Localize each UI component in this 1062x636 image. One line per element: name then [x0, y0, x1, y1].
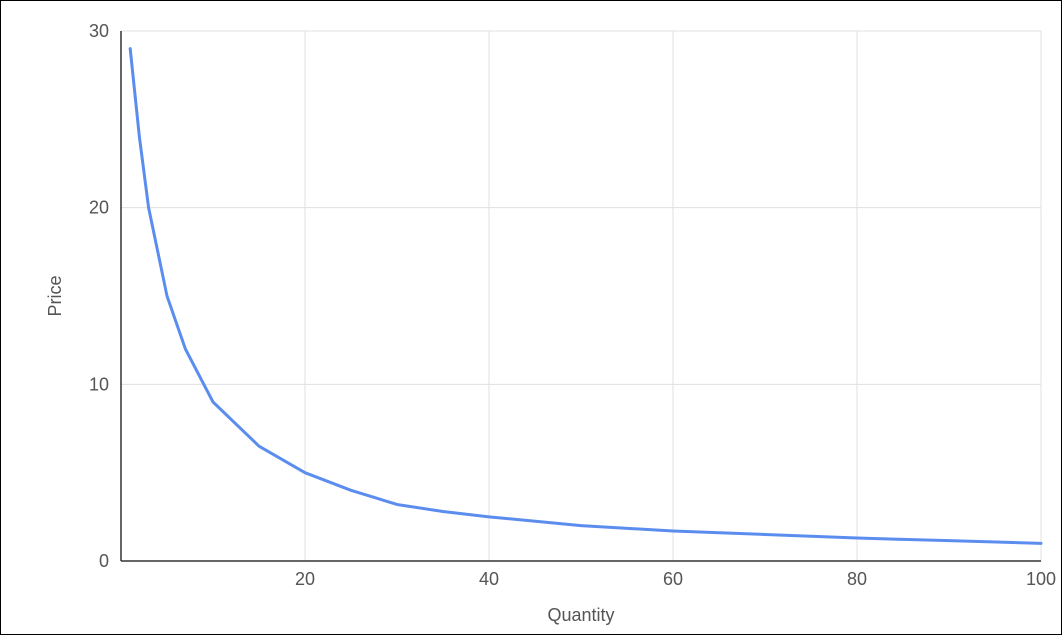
axes: [121, 31, 1041, 561]
x-tick-label: 20: [295, 569, 315, 589]
x-tick-label: 80: [847, 569, 867, 589]
y-tick-labels: 0 10 20 30: [89, 21, 109, 571]
y-tick-label: 10: [89, 374, 109, 394]
chart-frame: 20 40 60 80 100 0 10 20 30 Price Quantity: [0, 0, 1062, 635]
demand-curve: [130, 49, 1041, 544]
gridlines: [121, 31, 1041, 561]
y-tick-label: 0: [99, 551, 109, 571]
x-tick-label: 100: [1026, 569, 1056, 589]
x-axis-label: Quantity: [547, 605, 614, 625]
y-tick-label: 20: [89, 198, 109, 218]
y-tick-label: 30: [89, 21, 109, 41]
x-tick-label: 60: [663, 569, 683, 589]
y-axis-label: Price: [45, 275, 65, 316]
x-tick-label: 40: [479, 569, 499, 589]
chart-svg: 20 40 60 80 100 0 10 20 30 Price Quantity: [1, 1, 1062, 636]
series-line: [130, 49, 1041, 544]
x-tick-labels: 20 40 60 80 100: [295, 569, 1056, 589]
